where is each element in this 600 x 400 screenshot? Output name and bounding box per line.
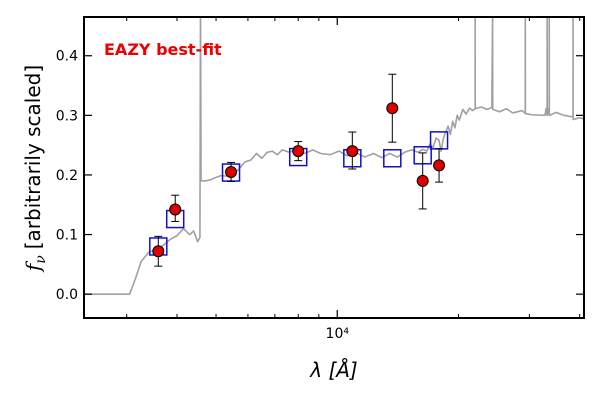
synthetic-photometry-square <box>383 149 402 168</box>
y-axis-label: fν[arbitrarily scaled] <box>21 65 49 273</box>
spectrum-layer <box>84 17 584 295</box>
plot-frame <box>83 16 585 319</box>
model-spectrum-line <box>84 17 584 295</box>
y-axis-label-subscript: ν <box>33 255 49 264</box>
eazy-annotation: EAZY best-fit <box>104 40 222 59</box>
observed-photometry-point <box>433 159 446 172</box>
observed-photometry-point <box>386 102 399 115</box>
y-tick-label: 0.0 <box>56 287 78 303</box>
observed-photometry-point <box>225 165 238 178</box>
x-tick-label: 10⁴ <box>326 326 350 342</box>
tick-layer: 0.0 0.1 0.2 0.3 0.4 10⁴ <box>56 17 584 342</box>
observed-photometry-layer <box>152 73 446 267</box>
observed-photometry-point <box>416 174 429 187</box>
observed-photometry-point <box>346 145 359 158</box>
x-axis-label: λ [Å] <box>309 358 357 382</box>
y-axis-label-text: [arbitrarily scaled] <box>21 65 45 249</box>
observed-photometry-point <box>152 245 165 258</box>
observed-photometry-point <box>292 145 305 158</box>
y-tick-label: 0.1 <box>56 228 78 244</box>
observed-photometry-point <box>169 203 182 216</box>
y-tick-label: 0.3 <box>56 108 78 124</box>
y-tick-label: 0.4 <box>56 49 78 65</box>
y-tick-label: 0.2 <box>56 168 78 184</box>
